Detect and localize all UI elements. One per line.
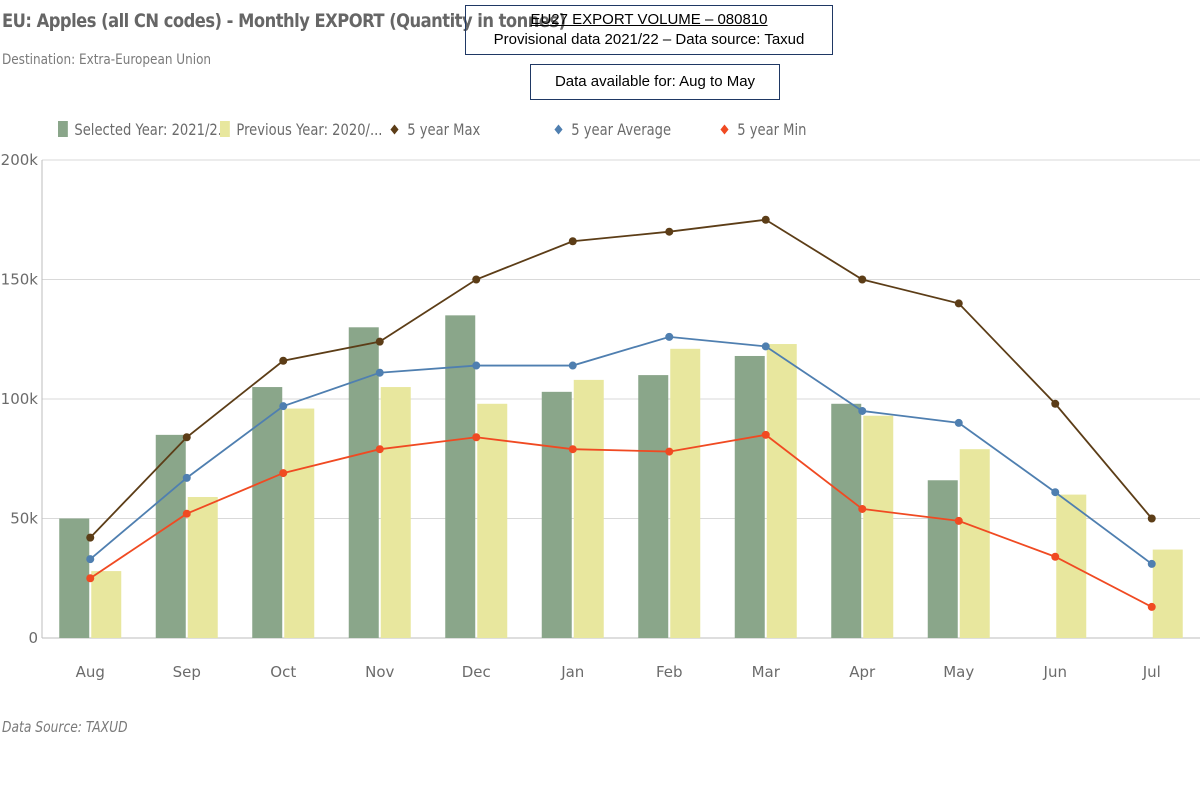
bar-previous-year bbox=[187, 496, 218, 638]
bar-selected-year bbox=[155, 434, 186, 638]
x-tick-label: Feb bbox=[656, 663, 683, 681]
x-tick-label: Jun bbox=[1043, 663, 1067, 681]
bar-previous-year bbox=[766, 344, 797, 638]
x-tick-label: Dec bbox=[462, 663, 491, 681]
x-tick-label: May bbox=[943, 663, 974, 681]
bar-selected-year bbox=[831, 403, 862, 638]
point-5-year-max bbox=[86, 533, 95, 542]
bar-selected-year bbox=[638, 375, 669, 638]
point-5-year-average bbox=[472, 361, 481, 370]
point-5-year-average bbox=[858, 406, 867, 415]
y-tick-label: 100k bbox=[1, 390, 39, 408]
point-5-year-min bbox=[568, 445, 577, 454]
line-5-year-average bbox=[89, 335, 1153, 565]
bar-selected-year bbox=[445, 315, 476, 638]
point-5-year-min bbox=[472, 433, 481, 442]
chart-subtitle: Destination: Extra-European Union bbox=[2, 52, 212, 68]
point-5-year-min bbox=[86, 574, 95, 583]
bar-selected-year bbox=[59, 518, 90, 638]
bar-previous-year bbox=[573, 379, 604, 638]
bar-selected-year bbox=[541, 391, 572, 638]
info-box-line1: EU27 EXPORT VOLUME – 080810 bbox=[530, 11, 768, 28]
point-5-year-max bbox=[472, 275, 481, 284]
point-5-year-average bbox=[182, 473, 191, 482]
point-5-year-max bbox=[182, 433, 191, 442]
point-5-year-min bbox=[858, 504, 867, 513]
chart-title: EU: Apples (all CN codes) - Monthly EXPO… bbox=[2, 10, 566, 32]
bar-previous-year bbox=[863, 415, 894, 638]
point-5-year-max bbox=[279, 356, 288, 365]
point-5-year-max bbox=[375, 337, 384, 346]
point-5-year-min bbox=[279, 469, 288, 478]
point-5-year-min bbox=[1051, 552, 1060, 561]
legend-swatch-selected-year bbox=[58, 121, 68, 137]
point-5-year-average bbox=[375, 368, 384, 377]
legend-item-5-year-min[interactable]: 5 year Min bbox=[720, 118, 806, 140]
legend-label-5-year-min: 5 year Min bbox=[737, 119, 807, 139]
point-5-year-average bbox=[954, 418, 963, 427]
point-5-year-max bbox=[1147, 514, 1156, 523]
legend-item-selected-year[interactable]: Selected Year: 2021/2... bbox=[58, 118, 230, 140]
line-5-year-min bbox=[89, 433, 1153, 608]
info-box: EU27 EXPORT VOLUME – 080810 Provisional … bbox=[465, 5, 833, 55]
point-5-year-max bbox=[761, 215, 770, 224]
legend-label-5-year-average: 5 year Average bbox=[571, 119, 672, 139]
x-tick-label: Mar bbox=[752, 663, 781, 681]
info-box-line2: Provisional data 2021/22 – Data source: … bbox=[493, 31, 805, 48]
point-5-year-min bbox=[665, 447, 674, 456]
point-5-year-max bbox=[665, 227, 674, 236]
bar-previous-year bbox=[1056, 494, 1087, 638]
point-5-year-average bbox=[86, 555, 95, 564]
legend-item-5-year-max[interactable]: 5 year Max bbox=[390, 118, 480, 140]
point-5-year-average bbox=[1147, 559, 1156, 568]
point-5-year-min bbox=[1147, 602, 1156, 611]
x-tick-label: Jul bbox=[1142, 663, 1161, 681]
bar-previous-year bbox=[380, 387, 411, 638]
point-5-year-min bbox=[761, 430, 770, 439]
x-tick-label: Aug bbox=[76, 663, 105, 681]
point-5-year-min bbox=[182, 509, 191, 518]
x-tick-label: Oct bbox=[270, 663, 296, 681]
availability-box: Data available for: Aug to May bbox=[530, 64, 780, 100]
data-source-note: Data Source: TAXUD bbox=[2, 718, 128, 736]
point-5-year-average bbox=[279, 402, 288, 411]
x-tick-label: Nov bbox=[365, 663, 394, 681]
point-5-year-average bbox=[568, 361, 577, 370]
legend-label-selected-year: Selected Year: 2021/2... bbox=[74, 119, 231, 139]
legend-label-previous-year: Previous Year: 2020/... bbox=[236, 119, 383, 139]
x-tick-label: Apr bbox=[849, 663, 876, 681]
y-tick-label: 150k bbox=[1, 271, 39, 289]
point-5-year-min bbox=[375, 445, 384, 454]
bar-previous-year bbox=[959, 449, 990, 638]
point-5-year-average bbox=[1051, 488, 1060, 497]
bar-previous-year bbox=[670, 348, 701, 638]
x-tick-label: Jan bbox=[560, 663, 584, 681]
bar-previous-year bbox=[477, 403, 508, 638]
y-tick-label: 200k bbox=[1, 151, 39, 169]
legend-label-5-year-max: 5 year Max bbox=[407, 119, 481, 139]
point-5-year-max bbox=[1051, 399, 1060, 408]
point-5-year-max bbox=[568, 237, 577, 246]
bar-previous-year bbox=[1152, 549, 1183, 638]
legend-swatch-previous-year bbox=[220, 121, 230, 137]
point-5-year-max bbox=[954, 299, 963, 308]
bar-previous-year bbox=[91, 571, 122, 638]
point-5-year-average bbox=[665, 332, 674, 341]
bar-previous-year bbox=[284, 408, 315, 638]
legend-item-5-year-average[interactable]: 5 year Average bbox=[554, 118, 671, 140]
line-5-year-max bbox=[89, 218, 1153, 539]
bar-selected-year bbox=[252, 387, 283, 638]
y-tick-label: 0 bbox=[28, 629, 38, 647]
bar-selected-year bbox=[734, 355, 765, 638]
legend-item-previous-year[interactable]: Previous Year: 2020/... bbox=[220, 118, 382, 140]
point-5-year-average bbox=[761, 342, 770, 351]
point-5-year-min bbox=[954, 516, 963, 525]
bar-selected-year bbox=[927, 480, 958, 638]
point-5-year-max bbox=[858, 275, 867, 284]
x-tick-label: Sep bbox=[173, 663, 201, 681]
y-tick-label: 50k bbox=[10, 510, 38, 528]
